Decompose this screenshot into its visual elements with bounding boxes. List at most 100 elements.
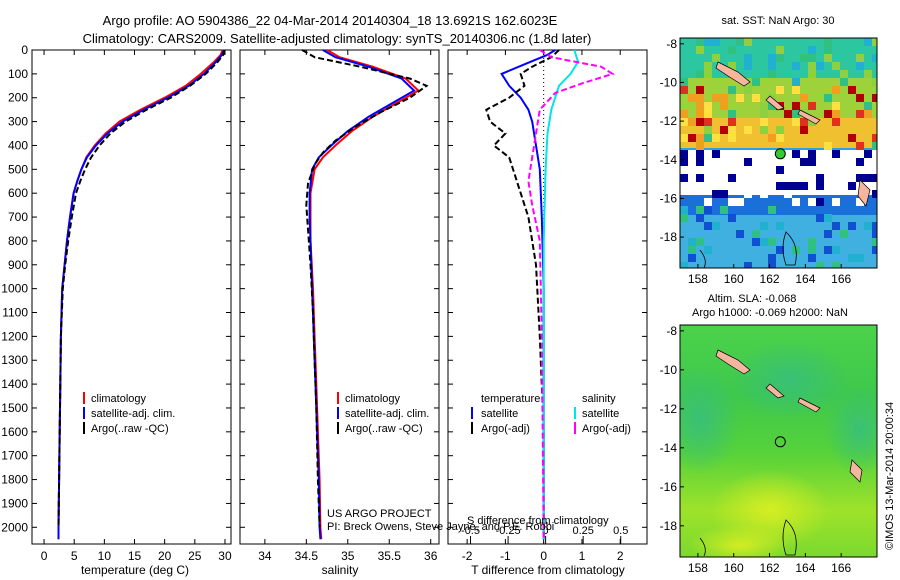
map-x-tick-label: 160 <box>724 272 744 286</box>
y-tick-label: 1300 <box>1 353 28 367</box>
s-diff-tick-label: 0.25 <box>572 525 593 537</box>
temperature-chart: 0 5 10 15 20 25 300100200300400500600700800900… <box>1 43 232 563</box>
map-x-tick-label: 166 <box>831 561 851 575</box>
header-line1: Argo profile: AO 5904386_22 04-Mar-2014 … <box>103 13 558 28</box>
y-tick-label: 100 <box>8 67 28 81</box>
x-tick-label: 25 <box>188 549 202 563</box>
x-tick-label: -1 <box>500 549 511 563</box>
y-tick-label: 1500 <box>1 401 28 415</box>
salinity-panel-frame <box>239 49 440 545</box>
y-tick-label: 500 <box>8 162 28 176</box>
difference-chart: -2 -1 0 1 2 -0.5 -0.25 0 0.25 0.5 <box>448 49 647 563</box>
sst-map-axes: 158 160 162 164 166 -8 -10 -12 -14 -16 -18 <box>660 37 852 286</box>
y-tick-label: 1800 <box>1 473 28 487</box>
sla-map-frame <box>679 324 878 558</box>
legend-targo-label: Argo(-adj) <box>481 423 530 435</box>
sla-map-axes: 158 160 162 164 166 -8 -10 -12 -14 -16 -18 <box>660 324 852 575</box>
x-tick-label: 15 <box>128 549 142 563</box>
y-tick-label: 1000 <box>1 282 28 296</box>
series-line-argo <box>57 49 226 528</box>
map-x-tick-label: 166 <box>831 272 851 286</box>
legend-title-salinity: salinity <box>582 393 616 405</box>
x-tick-label: 20 <box>158 549 172 563</box>
difference-panel-frame <box>447 49 648 545</box>
sla-map-title: Altim. SLA: -0.068 <box>708 293 797 305</box>
map-y-tick-label: -12 <box>660 402 678 416</box>
series-line-sat <box>500 49 556 540</box>
y-tick-label: 400 <box>8 138 28 152</box>
sla-map-subtitle: Argo h1000: -0.069 h2000: NaN <box>692 307 848 319</box>
x-tick-label: 34.5 <box>295 549 319 563</box>
x-tick-label: 0 <box>540 549 547 563</box>
legend-sargo-label: Argo(-adj) <box>582 423 631 435</box>
salinity-chart: 34 34.5 35 35.5 36 <box>240 49 439 563</box>
temperature-xlabel: temperature (deg C) <box>81 563 189 577</box>
y-tick-label: 800 <box>8 234 28 248</box>
x-tick-label: 30 <box>218 549 232 563</box>
map-x-tick-label: 158 <box>688 272 708 286</box>
map-x-tick-label: 162 <box>760 561 780 575</box>
project-title: US ARGO PROJECT <box>327 508 432 520</box>
series-line-argo <box>301 49 429 528</box>
sst-map-title: sat. SST: NaN Argo: 30 <box>721 15 834 27</box>
y-tick-label: 1700 <box>1 449 28 463</box>
map-x-tick-label: 160 <box>724 561 744 575</box>
legend-title-temperature: temperature <box>481 393 540 405</box>
series-line-sal_argo <box>527 49 615 540</box>
y-tick-label: 1100 <box>2 306 28 320</box>
legend-tsat-label: satellite <box>481 408 518 420</box>
series-line-sat <box>57 49 225 540</box>
temperature-panel-frame <box>31 49 232 545</box>
y-tick-label: 300 <box>8 115 28 129</box>
sla-argo-location-marker <box>774 436 786 448</box>
difference-legend: temperature salinity satellite Argo(-adj… <box>471 393 631 435</box>
y-tick-label: 600 <box>8 186 28 200</box>
legend-argo-label: Argo(..raw -QC) <box>345 423 423 435</box>
s-diff-tick-label: -0.25 <box>496 525 521 537</box>
series-line-clim <box>309 49 420 540</box>
sla-map-image <box>680 325 877 557</box>
legend-argo-label: Argo(..raw -QC) <box>91 423 169 435</box>
x-tick-label: 36 <box>424 549 438 563</box>
x-tick-label: 35.5 <box>378 549 402 563</box>
map-x-tick-label: 162 <box>760 272 780 286</box>
y-tick-label: 1200 <box>1 329 28 343</box>
x-tick-label: 5 <box>71 549 78 563</box>
x-tick-label: 34 <box>258 549 272 563</box>
s-diff-tick-label: 0.5 <box>613 525 628 537</box>
map-y-tick-label: -16 <box>660 480 678 494</box>
x-tick-label: 2 <box>617 549 624 563</box>
x-tick-label: -2 <box>462 549 473 563</box>
map-y-tick-label: -14 <box>660 153 678 167</box>
map-y-tick-label: -18 <box>660 519 678 533</box>
y-tick-label: 700 <box>8 210 28 224</box>
salinity-xlabel: salinity <box>322 563 359 577</box>
x-tick-label: 0 <box>41 549 48 563</box>
series-line-clim <box>57 49 224 540</box>
legend-ssat-label: satellite <box>582 408 619 420</box>
s-diff-axis-label: S difference from climatology <box>467 515 609 527</box>
map-y-tick-label: -10 <box>660 363 678 377</box>
x-tick-label: 10 <box>98 549 112 563</box>
y-tick-label: 200 <box>8 91 28 105</box>
series-line-argo <box>485 49 560 540</box>
y-tick-label: 1600 <box>1 425 28 439</box>
series-line-sal_sat <box>542 49 580 540</box>
map-x-tick-label: 164 <box>795 561 815 575</box>
s-diff-tick-label: 0 <box>543 525 549 537</box>
sst-argo-location-marker <box>774 148 786 160</box>
project-pi: PI: Breck Owens, Steve Jayne, and P.E. R… <box>327 521 554 533</box>
salinity-legend: climatology satellite-adj. clim. Argo(..… <box>337 392 429 435</box>
imos-timestamp: ©IMOS 13-Mar-2014 20:00:34 <box>884 402 896 550</box>
s-diff-tick-label: -0.5 <box>461 525 480 537</box>
map-x-tick-label: 164 <box>795 272 815 286</box>
legend-sat-label: satellite-adj. clim. <box>345 408 429 420</box>
legend-clim-label: climatology <box>345 393 401 405</box>
map-y-tick-label: -18 <box>660 230 678 244</box>
sst-map-frame <box>679 37 878 269</box>
difference-xlabel: T difference from climatology <box>471 563 625 577</box>
y-tick-label: 900 <box>8 258 28 272</box>
map-x-tick-label: 158 <box>688 561 708 575</box>
temperature-legend: climatology satellite-adj. clim. Argo(..… <box>83 392 175 435</box>
